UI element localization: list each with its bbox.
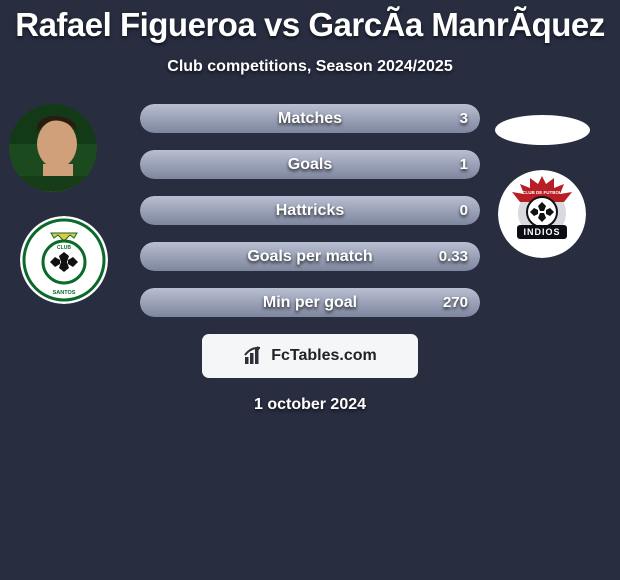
svg-text:CLUB DE FUTBOL: CLUB DE FUTBOL	[522, 190, 562, 195]
brand-text: FcTables.com	[271, 347, 377, 365]
stat-label: Goals per match	[140, 242, 480, 271]
brand-rest: Tables.com	[290, 347, 377, 364]
club-right-logo: INDIOS CLUB DE FUTBOL	[498, 170, 586, 258]
stat-row-hattricks: Hattricks 0	[140, 196, 480, 225]
stat-value: 0.33	[439, 242, 468, 271]
comparison-panel: CLUB SANTOS INDIOS CLUB DE FUTBOL Matche	[0, 104, 620, 414]
indios-icon: INDIOS CLUB DE FUTBOL	[498, 170, 586, 258]
brand-prefix: Fc	[271, 347, 290, 364]
player-right-avatar	[495, 115, 590, 145]
page-title: Rafael Figueroa vs GarcÃ­a ManrÃ­quez	[0, 0, 620, 44]
stat-row-matches: Matches 3	[140, 104, 480, 133]
stat-row-min-per-goal: Min per goal 270	[140, 288, 480, 317]
brand-badge: FcTables.com	[202, 334, 418, 378]
stat-value: 0	[460, 196, 468, 225]
stat-label: Matches	[140, 104, 480, 133]
player-left-avatar	[9, 104, 97, 192]
stat-value: 3	[460, 104, 468, 133]
stat-row-goals: Goals 1	[140, 150, 480, 179]
player-photo-placeholder-icon	[9, 104, 97, 192]
santos-laguna-icon: CLUB SANTOS	[20, 216, 108, 304]
club-left-logo: CLUB SANTOS	[20, 216, 108, 304]
stat-value: 1	[460, 150, 468, 179]
svg-text:CLUB: CLUB	[57, 245, 71, 251]
subtitle: Club competitions, Season 2024/2025	[0, 58, 620, 76]
stats-bars: Matches 3 Goals 1 Hattricks 0 Goals per …	[140, 104, 480, 317]
date-label: 1 october 2024	[0, 396, 620, 414]
bar-chart-icon	[243, 345, 265, 367]
svg-text:SANTOS: SANTOS	[53, 290, 76, 296]
stat-row-goals-per-match: Goals per match 0.33	[140, 242, 480, 271]
stat-label: Hattricks	[140, 196, 480, 225]
stat-value: 270	[443, 288, 468, 317]
stat-label: Min per goal	[140, 288, 480, 317]
svg-text:INDIOS: INDIOS	[523, 227, 560, 237]
stat-label: Goals	[140, 150, 480, 179]
